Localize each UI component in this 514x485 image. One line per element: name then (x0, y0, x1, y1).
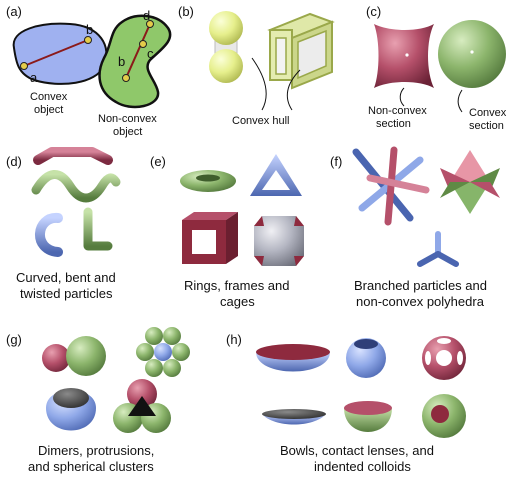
c-left-caption-2: section (376, 118, 411, 130)
contact-lens-blue (262, 414, 326, 425)
nonconvex-center-dot (405, 53, 409, 57)
panel-h-tag: (h) (226, 332, 242, 347)
panel-b: (b) Convex hull (178, 4, 335, 127)
d-caption-1: Curved, bent and (16, 270, 116, 285)
cube-frame (267, 12, 335, 90)
yellow-sphere-bottom (209, 49, 243, 83)
tripod-arm-3 (435, 251, 459, 267)
branch-rod-1 (352, 148, 414, 222)
panel-a: (a) a b Convex object b c d Non-convex o… (6, 4, 172, 138)
point-label-b: b (86, 22, 93, 37)
point-b-convex (84, 36, 92, 44)
cube-cage-top (182, 212, 238, 220)
convex-section-shape (438, 20, 506, 88)
panel-b-tag: (b) (178, 4, 194, 19)
panel-c: (c) Non-convex section Convex section (366, 4, 507, 132)
d-caption-2: twisted particles (20, 286, 113, 301)
panel-d-tag: (d) (6, 154, 22, 169)
convex-caption-1: Convex (30, 91, 68, 103)
panel-d: (d) Curved, bent and twisted particles (6, 147, 121, 301)
holed-sphere-top-hole (437, 338, 451, 344)
indented-colloid-blue (346, 338, 386, 378)
e-caption-2: cages (220, 294, 255, 309)
branch-rod-4 (366, 174, 430, 194)
hull-arrow-left (251, 57, 267, 111)
panel-a-tag: (a) (6, 4, 22, 19)
twisted-rod-green (31, 170, 121, 203)
panel-h: (h) Bowls, contact lenses, and indented … (226, 332, 466, 474)
dimer-small-red (42, 344, 70, 372)
point-label-c: c (147, 46, 154, 61)
trimer-sphere-top (127, 379, 157, 409)
indented-dimple-blue (354, 339, 378, 349)
nonconvex-section-shape (374, 24, 434, 88)
h-caption-2: indented colloids (314, 459, 411, 474)
hull-arrow-right (286, 69, 301, 111)
section-arrow-left (399, 87, 405, 107)
hull-caption: Convex hull (232, 115, 289, 127)
section-arrow-right (457, 89, 463, 113)
truncated-corner-4 (294, 256, 304, 266)
convex-center-dot (470, 50, 474, 54)
point-d-nonconvex (146, 20, 154, 28)
point-b-nonconvex (122, 74, 130, 82)
indented-colloid-green-cavity (344, 401, 392, 415)
truncated-corner-2 (294, 216, 304, 226)
stellated-top (450, 150, 490, 182)
point-c-nonconvex (139, 40, 147, 48)
torus-hole (196, 174, 220, 182)
panel-e-tag: (e) (150, 154, 166, 169)
stellated-left-low (440, 182, 470, 198)
point-label-d: d (143, 8, 150, 23)
panel-g: (g) Dimers, protrusions, and spherical c… (6, 327, 190, 474)
tripod-arm-2 (417, 251, 441, 267)
g-caption-1: Dimers, protrusions, (38, 443, 154, 458)
c-right-caption-1: Convex (469, 107, 507, 119)
truncated-cube-grey (254, 216, 304, 266)
convex-caption-2: object (34, 104, 63, 116)
point-label-a: a (30, 70, 38, 85)
e-caption-1: Rings, frames and (184, 278, 290, 293)
bent-l-green (83, 207, 113, 251)
h-caption-1: Bowls, contact lenses, and (280, 443, 434, 458)
nonconvex-object-shape (98, 14, 172, 109)
f-caption-2: non-convex polyhedra (356, 294, 485, 309)
panel-e: (e) Rings, frames and cages (150, 154, 304, 309)
trimer-core (128, 396, 156, 416)
bowl-rim (256, 344, 330, 360)
g-caption-2: and spherical clusters (28, 459, 154, 474)
f-caption-1: Branched particles and (354, 278, 487, 293)
protrusion-dark-cap (53, 388, 89, 408)
panel-f-tag: (f) (330, 154, 342, 169)
sphere-cavity-red (431, 405, 449, 423)
convex-segment (23, 39, 89, 67)
panel-g-tag: (g) (6, 332, 22, 347)
panel-f: (f) Branched particles and non-convex po… (330, 146, 500, 309)
nonconvex-segment (125, 23, 151, 79)
dimer-large-green (66, 336, 106, 376)
triangle-frame-hole (262, 170, 290, 190)
spherical-cluster (136, 327, 190, 377)
c-right-caption-2: section (469, 120, 504, 132)
holed-sphere-center-hole (436, 350, 452, 366)
bent-rod-red (33, 147, 113, 165)
c-left-caption-1: Non-convex (368, 105, 427, 117)
yellow-sphere-top (209, 11, 243, 45)
nonconvex-caption-1: Non-convex (98, 113, 157, 125)
stellated-bottom (450, 182, 490, 214)
point-label-b2: b (118, 54, 125, 69)
point-a-convex (20, 62, 28, 70)
panel-c-tag: (c) (366, 4, 381, 19)
stellated-right-low (470, 182, 500, 198)
cube-cage-side (226, 212, 238, 264)
holed-sphere-right-hole (457, 351, 463, 365)
truncated-corner-3 (254, 256, 264, 266)
contact-lens-inner (262, 409, 326, 419)
holed-sphere-left-hole (425, 351, 431, 365)
curved-c-blue (35, 213, 63, 257)
cube-cage-window (192, 230, 216, 254)
nonconvex-caption-2: object (113, 126, 142, 138)
truncated-corner-1 (254, 216, 264, 226)
